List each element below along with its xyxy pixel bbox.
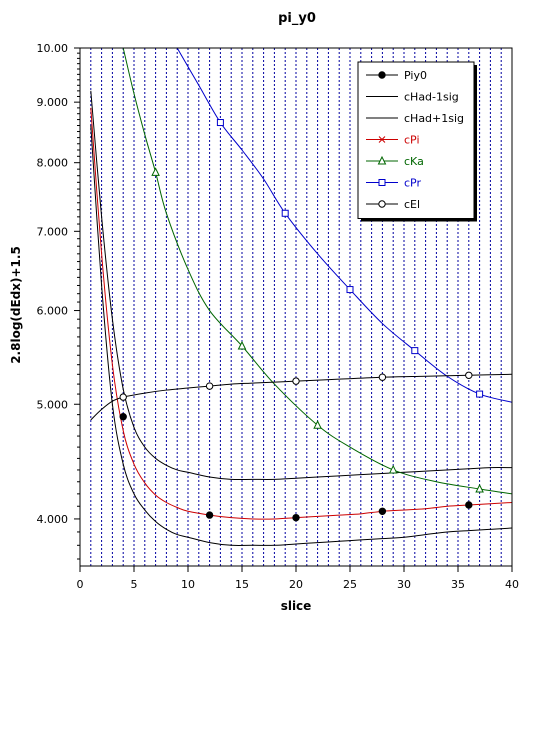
- x-tick-label: 40: [505, 578, 519, 591]
- data-point-cka: [388, 464, 398, 474]
- y-tick-label: 5.000: [37, 398, 69, 411]
- series-markers: [119, 119, 484, 522]
- legend: Piy0 cHad-1sig cHad+1sig cPi cKa cPr cEl: [357, 61, 477, 222]
- y-tick-label: 7.000: [37, 225, 69, 238]
- data-point-cel: [119, 393, 127, 401]
- data-point-cpr: [281, 209, 289, 217]
- y-axis-label: 2.8log(dEdx)+1.5: [9, 246, 23, 364]
- legend-label: Piy0: [404, 69, 427, 82]
- legend-marker: [377, 155, 387, 165]
- legend-marker: [378, 71, 386, 79]
- data-point-cka: [151, 167, 160, 176]
- data-point-cpr: [476, 390, 484, 398]
- data-point-cel: [205, 382, 214, 390]
- data-point-cel: [292, 377, 300, 385]
- data-point-cpr: [216, 119, 224, 127]
- data-point-cka: [313, 420, 322, 429]
- y-tick-label: 10.00: [37, 42, 69, 55]
- legend-marker: [378, 179, 386, 186]
- y-tick-label: 9.000: [37, 96, 69, 109]
- x-tick-label: 25: [343, 578, 357, 591]
- data-point-piy0: [378, 507, 387, 515]
- x-axis-label: slice: [281, 599, 312, 613]
- series-line-cel: [90, 373, 512, 421]
- x-tick-label: 35: [451, 578, 465, 591]
- legend-label: cKa: [404, 155, 424, 168]
- series-line-cpi: [90, 107, 512, 520]
- legend-label: cEl: [404, 198, 420, 211]
- legend-label: cPr: [404, 177, 421, 190]
- data-point-cka: [475, 483, 484, 493]
- legend-marker: [378, 200, 386, 208]
- legend-marker: [378, 136, 386, 143]
- data-point-piy0: [292, 513, 300, 522]
- chart-title: pi_y0: [278, 11, 316, 26]
- data-point-cpr: [346, 286, 354, 294]
- y-axis: 4.000 5.000 6.000 7.000 8.000 9.000 10.00: [37, 42, 80, 560]
- legend-label: cHad+1sig: [404, 112, 464, 125]
- x-tick-label: 10: [181, 578, 195, 591]
- x-tick-label: 5: [131, 578, 138, 591]
- legend-label: cPi: [404, 134, 420, 147]
- data-point-piy0: [465, 501, 473, 509]
- x-tick-label: 30: [397, 578, 411, 591]
- series-line-chad-1sig: [90, 125, 512, 546]
- x-axis: 0 5 10 15 20 25 30 35 40: [77, 566, 519, 591]
- x-tick-label: 15: [235, 578, 249, 591]
- series-layer: [90, 48, 512, 546]
- series-line-chad-1sig: [90, 90, 512, 481]
- data-point-piy0: [205, 511, 214, 519]
- y-tick-label: 6.000: [37, 305, 69, 318]
- data-point-cpr: [411, 347, 419, 355]
- y-tick-label: 4.000: [37, 513, 69, 526]
- x-tick-label: 20: [289, 578, 303, 591]
- data-point-cel: [465, 371, 473, 379]
- data-point-cka: [237, 340, 247, 350]
- legend-box: [357, 61, 475, 219]
- x-tick-label: 0: [77, 578, 84, 591]
- data-point-cel: [378, 373, 387, 381]
- data-point-piy0: [119, 413, 127, 421]
- y-tick-label: 8.000: [37, 157, 69, 170]
- legend-label: cHad-1sig: [404, 91, 459, 104]
